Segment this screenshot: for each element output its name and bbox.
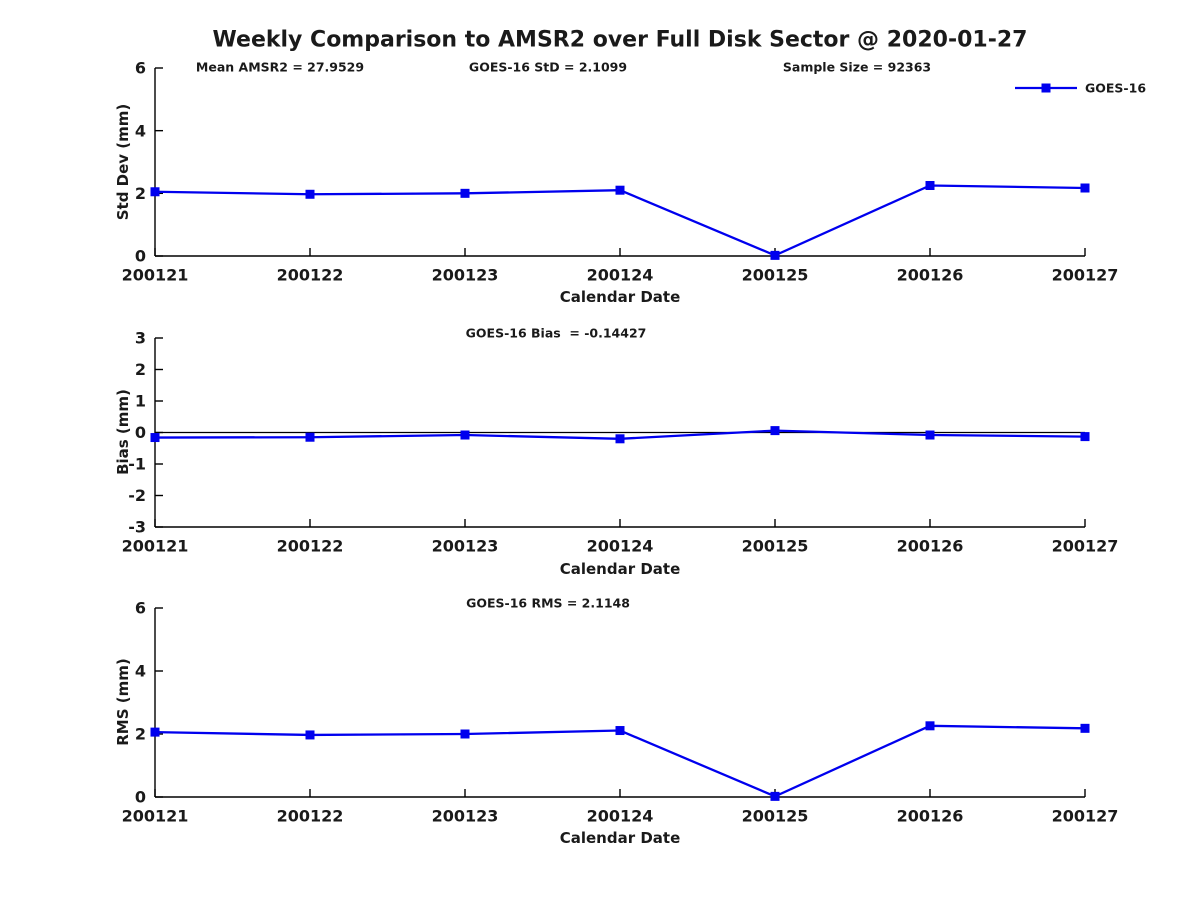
x-tick-label: 200126 <box>897 266 964 285</box>
x-tick-label: 200127 <box>1052 537 1119 556</box>
data-point-marker <box>1080 723 1090 733</box>
x-tick-label: 200121 <box>122 266 189 285</box>
y-tick-label: 4 <box>135 121 146 140</box>
x-tick-label: 200124 <box>587 807 654 826</box>
figure-title: Weekly Comparison to AMSR2 over Full Dis… <box>212 27 1028 53</box>
x-tick-label: 200125 <box>742 266 809 285</box>
ylabel-stddev: Std Dev (mm) <box>114 103 132 221</box>
y-tick-label: 6 <box>135 599 146 618</box>
data-point-marker <box>615 726 625 736</box>
annotation-goes16-bias: GOES-16 Bias = -0.14427 <box>465 325 647 341</box>
data-point-marker <box>305 730 315 740</box>
x-tick-label: 200121 <box>122 807 189 826</box>
y-tick-label: 1 <box>135 392 146 411</box>
data-point-marker <box>150 433 160 443</box>
annotation-sample-size: Sample Size = 92363 <box>782 59 932 75</box>
legend-label: GOES-16 <box>1085 80 1147 96</box>
xlabel-stddev: Calendar Date <box>559 288 681 306</box>
y-tick-label: 6 <box>135 59 146 78</box>
y-tick-label: 2 <box>135 725 146 744</box>
x-tick-label: 200122 <box>277 537 344 556</box>
x-tick-label: 200123 <box>432 807 499 826</box>
data-point-marker <box>1080 432 1090 442</box>
x-tick-label: 200122 <box>277 266 344 285</box>
data-point-marker <box>460 188 470 198</box>
y-tick-label: 3 <box>135 329 146 348</box>
data-point-marker <box>615 434 625 444</box>
x-tick-label: 200123 <box>432 537 499 556</box>
annotation-goes16-std: GOES-16 StD = 2.1099 <box>468 59 628 75</box>
data-point-marker <box>305 432 315 442</box>
annotation-goes16-rms: GOES-16 RMS = 2.1148 <box>466 595 630 611</box>
x-tick-label: 200125 <box>742 537 809 556</box>
data-point-marker <box>770 426 780 436</box>
y-tick-label: 0 <box>135 423 146 442</box>
data-point-marker <box>925 181 935 190</box>
data-point-marker <box>305 189 315 199</box>
legend-marker <box>1041 83 1051 93</box>
x-tick-label: 200124 <box>587 266 654 285</box>
data-point-marker <box>460 729 470 739</box>
x-tick-label: 200127 <box>1052 266 1119 285</box>
x-tick-label: 200123 <box>432 266 499 285</box>
y-tick-label: 4 <box>135 662 146 681</box>
x-tick-label: 200125 <box>742 807 809 826</box>
data-point-marker <box>1080 183 1090 193</box>
xlabel-rms: Calendar Date <box>559 829 681 847</box>
data-point-marker <box>925 430 935 440</box>
series-line <box>154 184 1086 257</box>
xlabel-bias: Calendar Date <box>559 560 681 578</box>
y-tick-label: -3 <box>128 518 146 537</box>
ylabel-rms: RMS (mm) <box>114 658 132 746</box>
x-tick-label: 200124 <box>587 537 654 556</box>
data-point-marker <box>150 187 160 197</box>
data-point-marker <box>925 721 935 731</box>
x-tick-label: 200127 <box>1052 807 1119 826</box>
data-point-marker <box>615 185 625 195</box>
data-point-marker <box>460 430 470 440</box>
y-tick-label: -1 <box>128 455 146 474</box>
x-tick-label: 200126 <box>897 807 964 826</box>
y-tick-label: -2 <box>128 486 146 505</box>
ylabel-bias: Bias (mm) <box>114 389 132 475</box>
series-line <box>154 724 1086 798</box>
data-point-marker <box>150 727 160 737</box>
annotation-mean-amsr2: Mean AMSR2 = 27.9529 <box>195 59 365 75</box>
x-tick-label: 200122 <box>277 807 344 826</box>
y-tick-label: 0 <box>135 247 146 266</box>
y-tick-label: 0 <box>135 788 146 807</box>
x-tick-label: 200126 <box>897 537 964 556</box>
y-tick-label: 2 <box>135 184 146 203</box>
y-tick-label: 2 <box>135 360 146 379</box>
x-tick-label: 200121 <box>122 537 189 556</box>
data-point-marker <box>770 250 780 260</box>
data-point-marker <box>770 791 780 801</box>
